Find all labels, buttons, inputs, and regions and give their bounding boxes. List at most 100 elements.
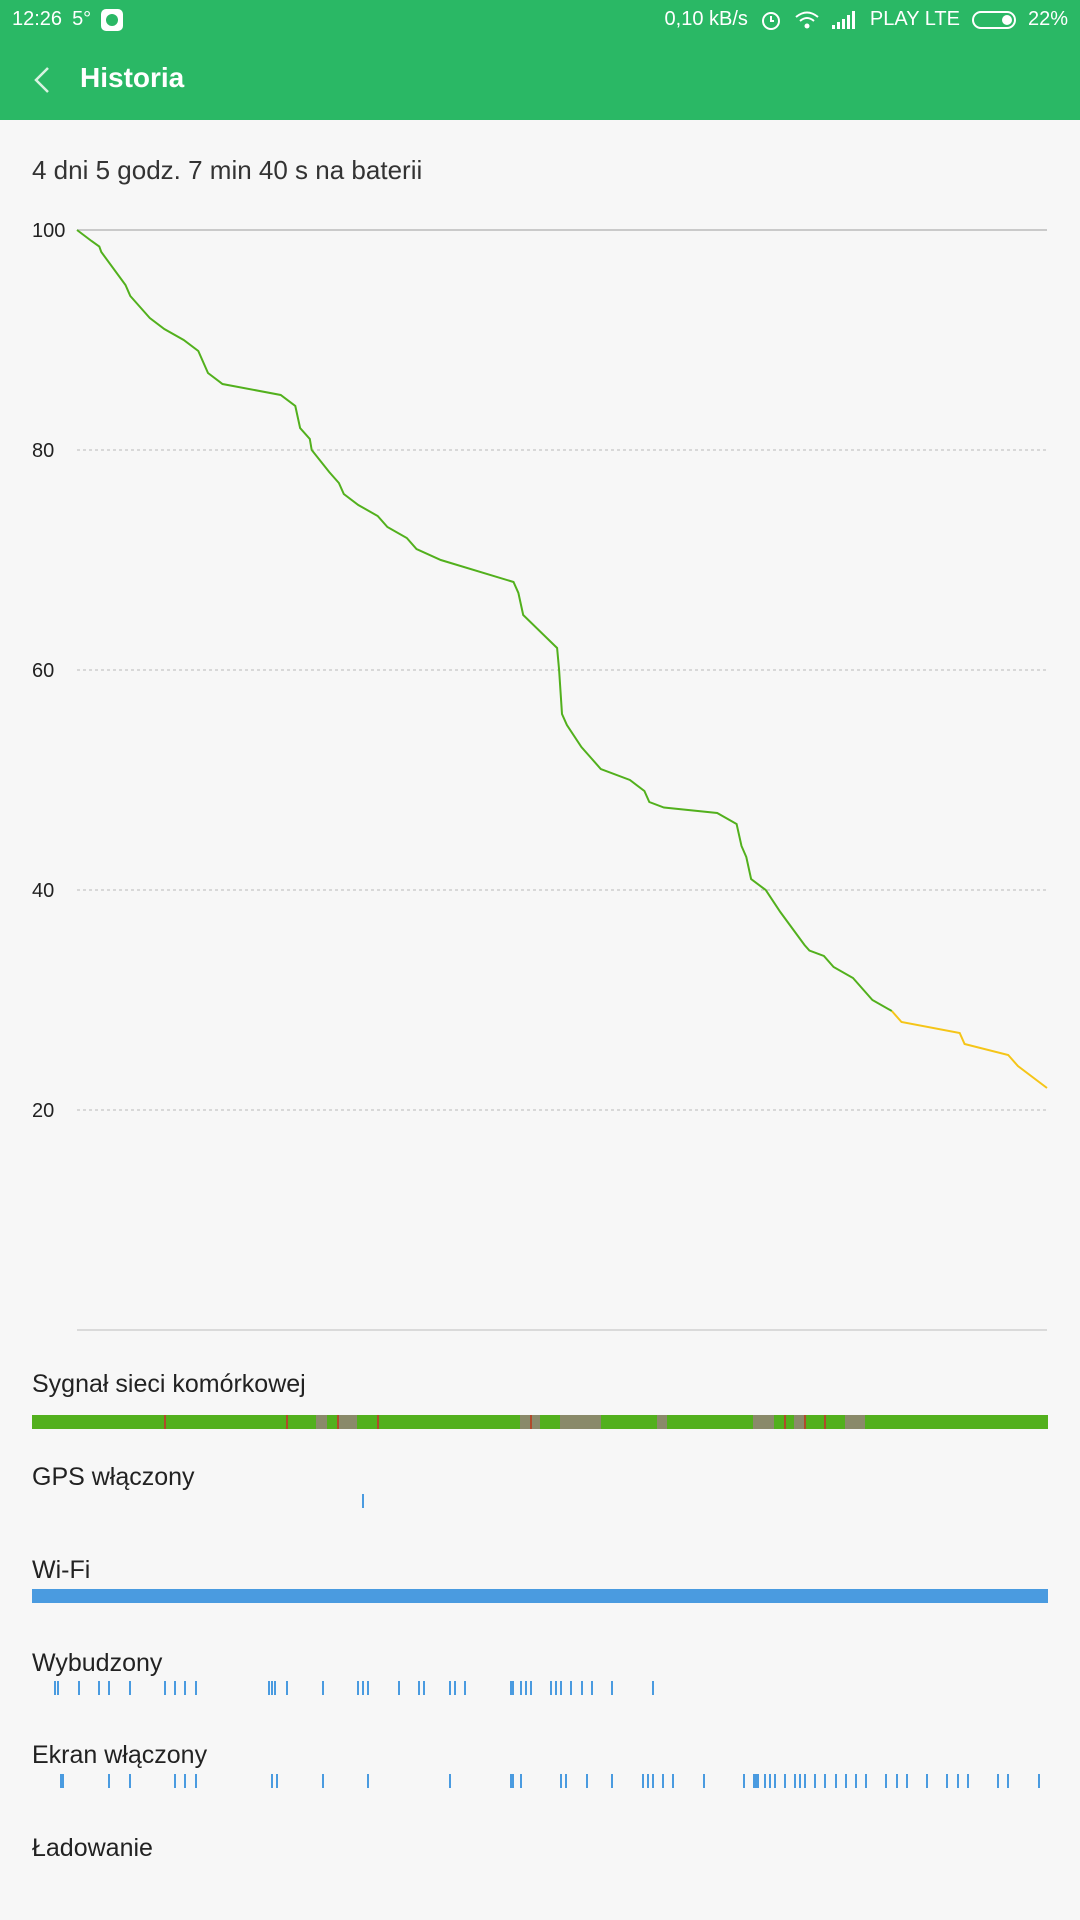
screen-on-mark — [321, 1774, 324, 1788]
screen-on-mark — [651, 1774, 654, 1788]
status-left: 12:26 5° — [12, 8, 124, 31]
awake-mark — [194, 1681, 197, 1695]
screen-on-mark — [585, 1774, 588, 1788]
app-bar: Historia — [0, 40, 1080, 120]
awake-mark — [550, 1681, 553, 1695]
wifi-label: Wi-Fi — [32, 1556, 91, 1584]
awake-mark — [611, 1681, 614, 1695]
y-tick-label: 20 — [32, 1100, 54, 1122]
awake-mark — [362, 1681, 365, 1695]
status-carrier: PLAY LTE — [869, 8, 960, 30]
signal-weak-segment — [316, 1415, 327, 1429]
screen-on-mark — [905, 1774, 908, 1788]
screen-on-mark — [854, 1774, 857, 1788]
alarm-icon — [761, 11, 780, 30]
screen-on-mark — [1037, 1774, 1040, 1788]
screen-on-mark — [753, 1774, 756, 1788]
screen-on-mark — [108, 1774, 111, 1788]
awake-mark — [560, 1681, 563, 1695]
screen-on-mark — [799, 1774, 802, 1788]
gps-label: GPS włączony — [32, 1463, 195, 1491]
awake-mark — [463, 1681, 466, 1695]
signal-weak-segment — [753, 1415, 774, 1429]
status-speed: 0,10 kB/s — [664, 8, 748, 30]
awake-mark — [570, 1681, 573, 1695]
chart-y-labels: 20 40 60 80 100 — [32, 220, 65, 1122]
screen-on-mark — [757, 1774, 760, 1788]
awake-mark — [524, 1681, 527, 1695]
screen-on-mark — [194, 1774, 197, 1788]
status-right: 0,10 kB/s PLAY LTE 22% — [665, 8, 1068, 31]
awake-mark — [367, 1681, 370, 1695]
signal-bad-mark — [286, 1415, 288, 1429]
signal-weak-segment — [336, 1415, 358, 1429]
awake-mark — [590, 1681, 593, 1695]
awake-mark — [128, 1681, 131, 1695]
awake-track — [32, 1681, 1048, 1695]
battery-chart: 20 40 60 80 100 — [32, 220, 1048, 1331]
y-tick-label: 80 — [32, 440, 54, 462]
screen-on-label: Ekran włączony — [32, 1741, 208, 1769]
awake-mark — [529, 1681, 532, 1695]
awake-mark — [509, 1681, 512, 1695]
awake-mark — [174, 1681, 177, 1695]
awake-mark — [98, 1681, 101, 1695]
gps-track — [32, 1494, 1048, 1508]
awake-mark — [108, 1681, 111, 1695]
awake-label: Wybudzony — [32, 1649, 163, 1677]
screen-on-mark — [641, 1774, 644, 1788]
whatsapp-icon — [101, 8, 124, 31]
wifi-icon — [795, 11, 819, 28]
battery-series-line-0 — [76, 229, 893, 1012]
battery-duration: 4 dni 5 godz. 7 min 40 s na baterii — [32, 155, 423, 185]
awake-mark — [57, 1681, 60, 1695]
screen-on-mark — [865, 1774, 868, 1788]
signal-bad-mark — [336, 1415, 339, 1429]
awake-mark — [423, 1681, 426, 1695]
screen-on-mark — [773, 1774, 776, 1788]
screen-on-mark — [794, 1774, 796, 1788]
signal-bad-mark — [804, 1415, 807, 1429]
awake-mark — [453, 1681, 456, 1695]
awake-mark — [267, 1681, 270, 1695]
screen-on-mark — [565, 1774, 568, 1788]
screen-on-mark — [672, 1774, 675, 1788]
awake-mark — [273, 1681, 276, 1695]
screen-on-mark — [448, 1774, 451, 1788]
signal-bad-mark — [377, 1415, 380, 1429]
screen-on-track — [32, 1774, 1048, 1788]
signal-weak-segment — [656, 1415, 667, 1429]
awake-mark — [519, 1681, 522, 1695]
screen-on-mark — [519, 1774, 522, 1788]
chevron-left-icon[interactable] — [26, 62, 62, 98]
screen-on-mark — [743, 1774, 746, 1788]
signal-label: Sygnał sieci komórkowej — [32, 1370, 306, 1398]
signal-icon — [831, 10, 855, 29]
awake-mark — [286, 1681, 288, 1695]
y-tick-label: 100 — [32, 220, 65, 242]
screen-on-mark — [367, 1774, 370, 1788]
chart-lines — [76, 229, 1048, 1089]
awake-mark — [321, 1681, 324, 1695]
signal-weak-segment — [794, 1415, 805, 1429]
screen-on-mark — [844, 1774, 847, 1788]
screen-on-mark — [885, 1774, 888, 1788]
screen-on-mark — [804, 1774, 807, 1788]
screen-on-mark — [60, 1774, 63, 1788]
signal-bar — [32, 1415, 1048, 1429]
screen-on-mark — [1007, 1774, 1010, 1788]
battery-series-line-1 — [891, 1010, 1048, 1089]
status-time: 12:26 — [12, 8, 63, 30]
awake-mark — [397, 1681, 400, 1695]
wifi-bar — [32, 1589, 1048, 1603]
y-tick-label: 40 — [32, 880, 54, 902]
status-battery: 22% — [1027, 8, 1068, 30]
battery-icon — [971, 10, 1016, 29]
screen-on-mark — [646, 1774, 649, 1788]
awake-mark — [54, 1681, 57, 1695]
screen-on-mark — [184, 1774, 187, 1788]
signal-bad-mark — [824, 1415, 827, 1429]
signal-weak-segment — [560, 1415, 601, 1429]
charging-label: Ładowanie — [32, 1834, 153, 1862]
screen-on-mark — [128, 1774, 131, 1788]
